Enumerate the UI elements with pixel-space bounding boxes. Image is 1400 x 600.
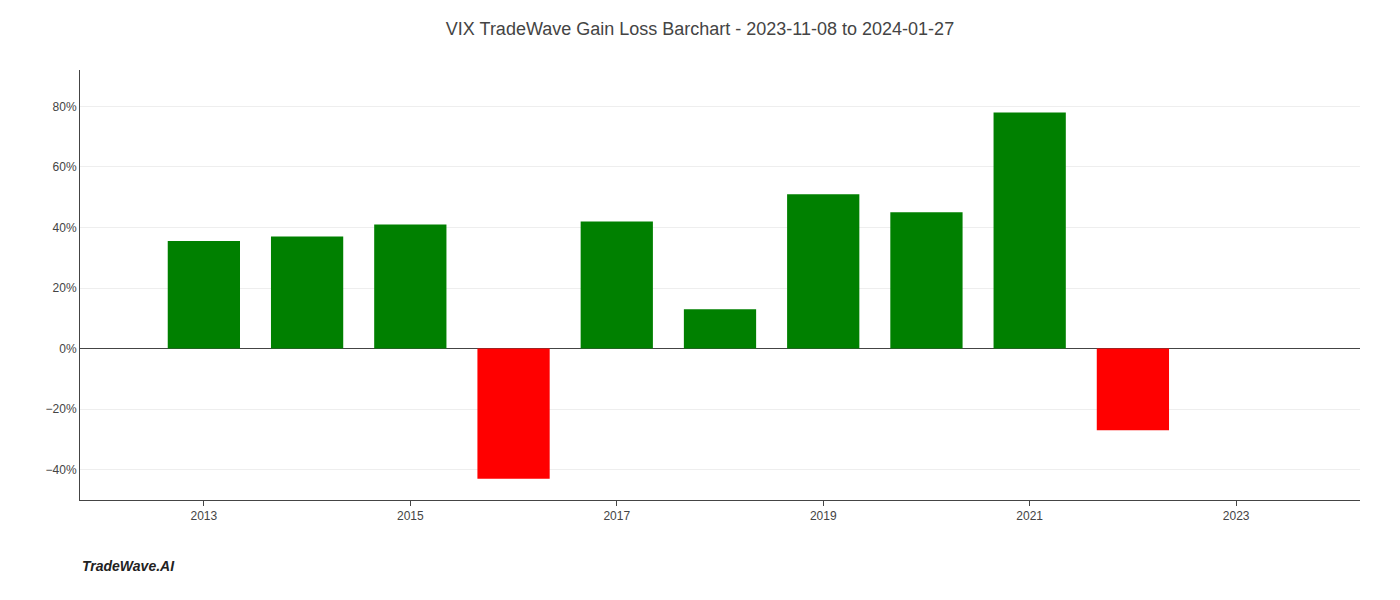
svg-text:0%: 0% xyxy=(59,342,77,356)
svg-text:20%: 20% xyxy=(53,281,77,295)
svg-text:60%: 60% xyxy=(53,160,77,174)
svg-text:−20%: −20% xyxy=(46,402,77,416)
svg-text:2015: 2015 xyxy=(397,509,424,523)
svg-text:40%: 40% xyxy=(53,221,77,235)
svg-text:VIX TradeWave Gain Loss Barcha: VIX TradeWave Gain Loss Barchart - 2023-… xyxy=(446,19,954,39)
svg-text:−40%: −40% xyxy=(46,463,77,477)
svg-text:80%: 80% xyxy=(53,100,77,114)
svg-text:2019: 2019 xyxy=(810,509,837,523)
svg-text:2013: 2013 xyxy=(191,509,218,523)
svg-text:TradeWave.AI: TradeWave.AI xyxy=(82,558,175,574)
svg-text:2021: 2021 xyxy=(1016,509,1043,523)
svg-text:2023: 2023 xyxy=(1223,509,1250,523)
svg-text:2017: 2017 xyxy=(603,509,630,523)
